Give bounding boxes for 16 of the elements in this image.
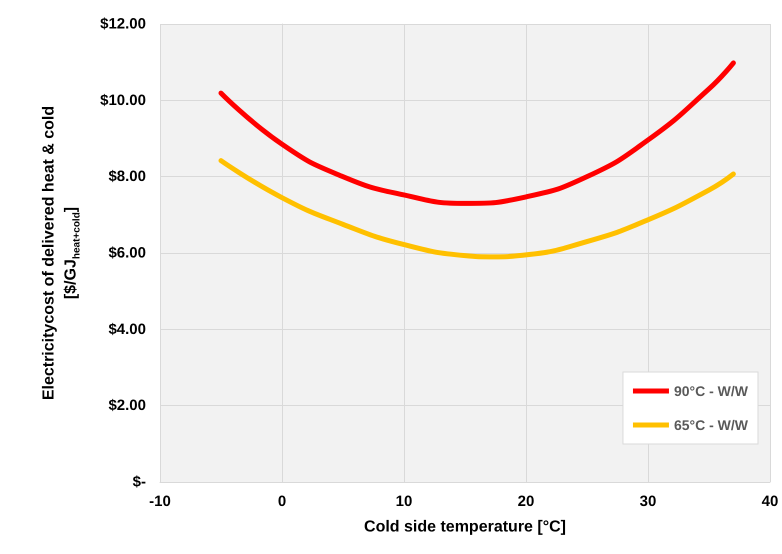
y-tick-label: $8.00 <box>108 168 146 186</box>
y-tick-label: $10.00 <box>100 92 146 109</box>
y-tick-label: $6.00 <box>108 244 146 262</box>
y-tick-label: $4.00 <box>108 320 146 338</box>
x-axis-title: Cold side temperature [°C] <box>364 518 566 536</box>
x-tick-label: 10 <box>396 493 412 510</box>
x-tick-label: 30 <box>640 493 656 510</box>
legend-label: 65°C - W/W <box>674 417 749 433</box>
legend-label: 90°C - W/W <box>674 383 749 399</box>
x-tick-label: 40 <box>762 493 778 510</box>
y-tick-label: $- <box>132 474 146 490</box>
x-tick-label: 20 <box>518 493 534 510</box>
y-tick-label: $2.00 <box>108 397 146 414</box>
x-tick-label: 0 <box>278 493 286 510</box>
y-tick-label: $12.00 <box>100 16 146 32</box>
x-tick-label: -10 <box>149 493 171 510</box>
